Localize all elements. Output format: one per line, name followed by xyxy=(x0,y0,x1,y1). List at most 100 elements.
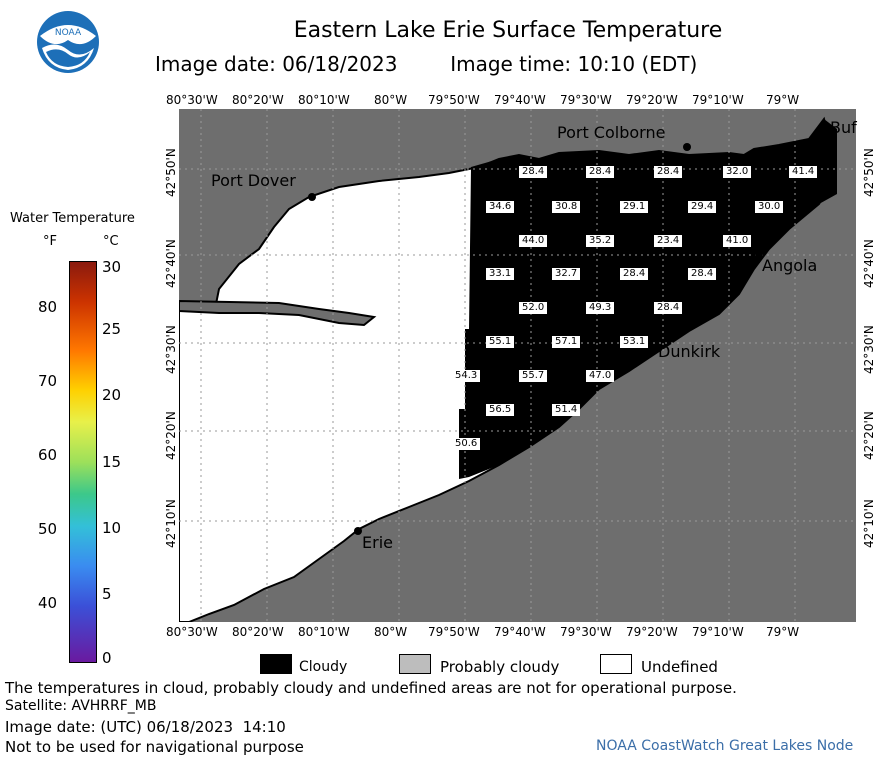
key-cloudy-label: Cloudy xyxy=(299,659,348,675)
f-tick: 70 xyxy=(38,372,58,390)
key-probably-cloudy-label: Probably cloudy xyxy=(440,658,560,676)
lon-label-bottom: 80°10'W xyxy=(298,625,350,639)
lat-label-left: 42°40'N xyxy=(164,239,178,288)
temp-reading: 35.2 xyxy=(586,235,615,247)
temp-reading: 56.5 xyxy=(486,404,515,416)
temp-reading: 28.4 xyxy=(654,166,683,178)
f-tick: 40 xyxy=(38,594,58,612)
temp-reading: 30.8 xyxy=(552,201,581,213)
temp-reading: 28.4 xyxy=(519,166,548,178)
c-tick: 0 xyxy=(102,649,112,667)
long-point xyxy=(178,299,377,327)
temp-reading: 49.3 xyxy=(586,302,615,314)
temp-reading: 53.1 xyxy=(620,336,649,348)
legend-unit-c: °C xyxy=(103,234,119,249)
temp-reading: 34.6 xyxy=(486,201,515,213)
page-title: Eastern Lake Erie Surface Temperature xyxy=(293,18,723,43)
f-tick: 60 xyxy=(38,446,58,464)
lon-label-top: 79°10'W xyxy=(692,93,744,107)
lat-label-right: 42°50'N xyxy=(862,148,876,197)
lon-label-top: 80°W xyxy=(374,93,408,107)
city-port-dover: Port Dover xyxy=(211,171,296,190)
lat-label-right: 42°40'N xyxy=(862,239,876,288)
lon-label-bottom: 79°10'W xyxy=(692,625,744,639)
temp-reading: 23.4 xyxy=(654,235,683,247)
lon-label-bottom: 79°40'W xyxy=(494,625,546,639)
temp-reading: 44.0 xyxy=(519,235,548,247)
temp-reading: 51.4 xyxy=(552,404,581,416)
lon-label-bottom: 80°20'W xyxy=(232,625,284,639)
temp-reading: 32.0 xyxy=(723,166,752,178)
lon-label-bottom: 80°30'W xyxy=(166,625,218,639)
lat-label-left: 42°30'N xyxy=(164,325,178,374)
temp-reading: 33.1 xyxy=(486,268,515,280)
temp-reading: 32.7 xyxy=(552,268,581,280)
city-dunkirk: Dunkirk xyxy=(658,342,721,361)
lon-label-bottom: 79°20'W xyxy=(626,625,678,639)
c-tick: 25 xyxy=(102,320,122,338)
temp-reading: 54.3 xyxy=(452,370,481,382)
lat-label-left: 42°10'N xyxy=(164,499,178,548)
city-angola: Angola xyxy=(762,256,818,275)
lon-label-bottom: 79°50'W xyxy=(428,625,480,639)
logo-text: NOAA xyxy=(55,28,82,38)
port-dover-marker xyxy=(308,193,316,201)
f-tick: 80 xyxy=(38,298,58,316)
city-port-colborne: Port Colborne xyxy=(557,123,666,142)
lat-label-left: 42°50'N xyxy=(164,148,178,197)
subtitle: Image date: 06/18/2023 Image time: 10:10… xyxy=(155,52,697,76)
key-undefined-swatch xyxy=(600,654,632,674)
temp-reading: 29.1 xyxy=(620,201,649,213)
c-tick: 20 xyxy=(102,386,122,404)
buffalo-marker xyxy=(827,137,835,145)
temp-reading: 28.4 xyxy=(586,166,615,178)
c-tick: 15 xyxy=(102,453,122,471)
lon-label-bottom: 79°W xyxy=(766,625,800,639)
temp-reading: 41.4 xyxy=(789,166,818,178)
satellite-info: Satellite: AVHRRF_MB xyxy=(5,698,157,714)
city-erie: Erie xyxy=(362,533,393,552)
image-time: Image time: 10:10 (EDT) xyxy=(450,52,698,76)
temp-reading: 28.4 xyxy=(654,302,683,314)
legend-title: Water Temperature xyxy=(10,211,135,226)
temp-reading: 55.7 xyxy=(519,370,548,382)
lat-label-right: 42°30'N xyxy=(862,325,876,374)
lon-label-top: 80°20'W xyxy=(232,93,284,107)
erie-marker xyxy=(354,527,362,535)
lon-label-bottom: 79°30'W xyxy=(560,625,612,639)
utc-date: Image date: (UTC) 06/18/2023 14:10 xyxy=(5,718,286,736)
lon-label-top: 79°20'W xyxy=(626,93,678,107)
lon-label-top: 79°40'W xyxy=(494,93,546,107)
nav-warning: Not to be used for navigational purpose xyxy=(5,738,304,756)
lon-label-top: 80°30'W xyxy=(166,93,218,107)
lon-label-top: 79°W xyxy=(766,93,800,107)
color-scale-bar xyxy=(69,261,97,663)
c-tick: 5 xyxy=(102,585,112,603)
temp-reading: 55.1 xyxy=(486,336,515,348)
temp-reading: 28.4 xyxy=(620,268,649,280)
angola-marker xyxy=(755,250,763,258)
lat-label-right: 42°10'N xyxy=(862,499,876,548)
c-tick: 10 xyxy=(102,519,122,537)
lon-label-bottom: 80°W xyxy=(374,625,408,639)
key-probably-cloudy-swatch xyxy=(399,654,431,674)
temp-reading: 47.0 xyxy=(586,370,615,382)
legend-unit-f: °F xyxy=(43,234,57,249)
temp-reading: 57.1 xyxy=(552,336,581,348)
temp-reading: 28.4 xyxy=(688,268,717,280)
lon-label-top: 79°50'W xyxy=(428,93,480,107)
temp-reading: 52.0 xyxy=(519,302,548,314)
key-cloudy-swatch xyxy=(260,654,292,674)
key-undefined-label: Undefined xyxy=(641,658,718,676)
image-date: Image date: 06/18/2023 xyxy=(155,52,398,76)
temp-reading: 50.6 xyxy=(452,438,481,450)
c-tick: 30 xyxy=(102,258,122,276)
lon-label-top: 79°30'W xyxy=(560,93,612,107)
port-colborne-marker xyxy=(683,143,691,151)
temp-reading: 30.0 xyxy=(755,201,784,213)
credit: NOAA CoastWatch Great Lakes Node xyxy=(596,738,854,754)
lon-label-top: 80°10'W xyxy=(298,93,350,107)
temp-reading: 41.0 xyxy=(723,235,752,247)
temp-reading: 29.4 xyxy=(688,201,717,213)
city-buffalo: Buf xyxy=(830,118,857,137)
